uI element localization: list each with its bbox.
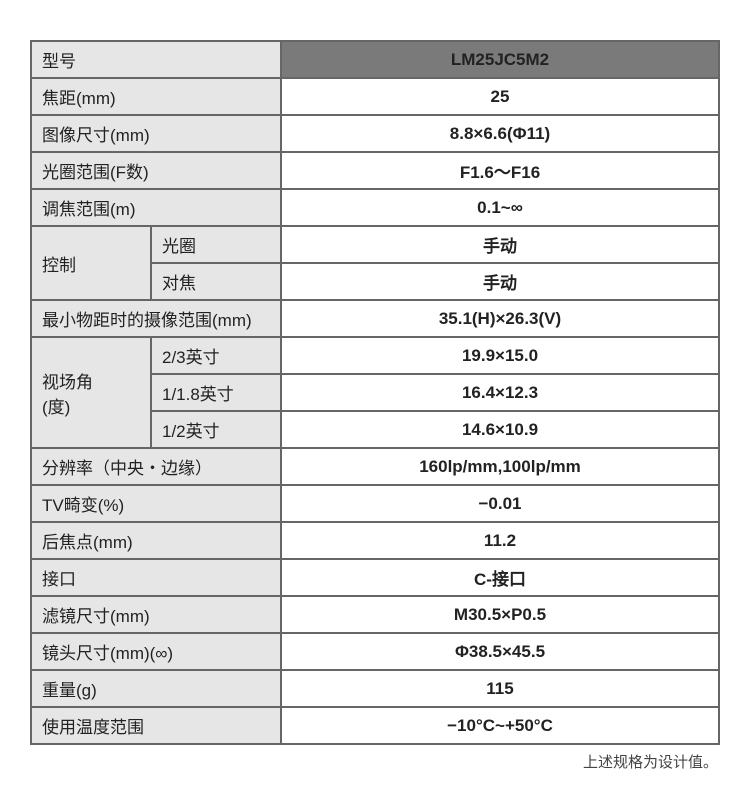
row-value: 11.2 — [281, 522, 719, 559]
row-label: 调焦范围(m) — [31, 189, 281, 226]
row-label: 光圈范围(F数) — [31, 152, 281, 189]
row-label: TV畸变(%) — [31, 485, 281, 522]
row-value: 160lp/mm,100lp/mm — [281, 448, 719, 485]
control-group-label: 控制 — [31, 226, 151, 300]
row-value: 0.1~∞ — [281, 189, 719, 226]
header-label: 型号 — [31, 41, 281, 78]
fov-sub-label: 2/3英寸 — [151, 337, 281, 374]
row-label: 镜头尺寸(mm)(∞) — [31, 633, 281, 670]
fov-group-label: 视场角 (度) — [31, 337, 151, 448]
header-value: LM25JC5M2 — [281, 41, 719, 78]
footnote-text: 上述规格为设计值。 — [30, 751, 720, 772]
row-value: C-接口 — [281, 559, 719, 596]
row-value: M30.5×P0.5 — [281, 596, 719, 633]
row-label: 后焦点(mm) — [31, 522, 281, 559]
control-value: 手动 — [281, 263, 719, 300]
fov-sub-label: 1/1.8英寸 — [151, 374, 281, 411]
spec-table-body: 型号 LM25JC5M2 焦距(mm) 25 图像尺寸(mm) 8.8×6.6(… — [31, 41, 719, 744]
row-label: 重量(g) — [31, 670, 281, 707]
row-label: 图像尺寸(mm) — [31, 115, 281, 152]
control-sub-label: 对焦 — [151, 263, 281, 300]
row-label: 分辨率（中央・边缘） — [31, 448, 281, 485]
row-value: 25 — [281, 78, 719, 115]
fov-sub-label: 1/2英寸 — [151, 411, 281, 448]
control-value: 手动 — [281, 226, 719, 263]
row-value: F1.6～F16 — [281, 152, 719, 189]
fov-value: 16.4×12.3 — [281, 374, 719, 411]
row-value: 8.8×6.6(Φ11) — [281, 115, 719, 152]
fov-value: 19.9×15.0 — [281, 337, 719, 374]
row-value: −10°C~+50°C — [281, 707, 719, 744]
control-sub-label: 光圈 — [151, 226, 281, 263]
spec-table: 型号 LM25JC5M2 焦距(mm) 25 图像尺寸(mm) 8.8×6.6(… — [30, 40, 720, 745]
row-label: 滤镜尺寸(mm) — [31, 596, 281, 633]
row-value: Φ38.5×45.5 — [281, 633, 719, 670]
row-value: −0.01 — [281, 485, 719, 522]
min-shoot-value: 35.1(H)×26.3(V) — [281, 300, 719, 337]
fov-value: 14.6×10.9 — [281, 411, 719, 448]
row-value: 115 — [281, 670, 719, 707]
row-label: 焦距(mm) — [31, 78, 281, 115]
min-shoot-label: 最小物距时的摄像范围(mm) — [31, 300, 281, 337]
row-label: 接口 — [31, 559, 281, 596]
row-label: 使用温度范围 — [31, 707, 281, 744]
